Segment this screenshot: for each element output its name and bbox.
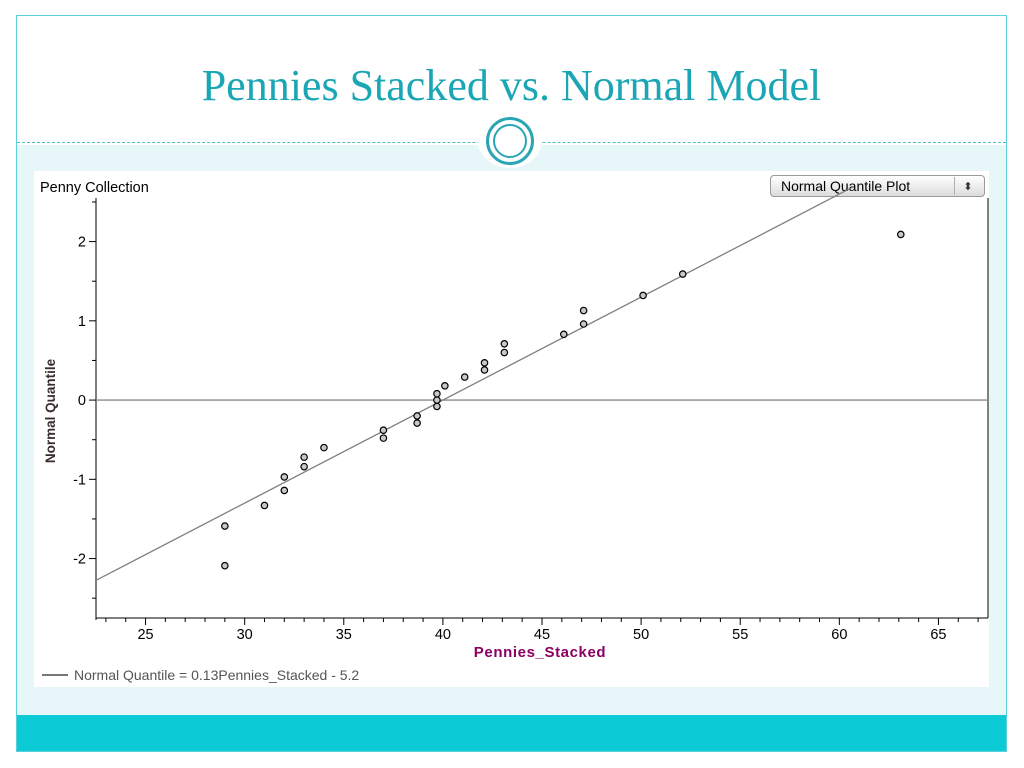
slide-title: Pennies Stacked vs. Normal Model bbox=[201, 61, 822, 110]
x-tick-label: 25 bbox=[137, 627, 153, 643]
fit-legend: Normal Quantile = 0.13Pennies_Stacked - … bbox=[42, 667, 359, 683]
x-tick-label: 35 bbox=[336, 627, 352, 643]
data-point bbox=[221, 522, 229, 530]
data-point bbox=[300, 453, 308, 461]
x-tick-label: 50 bbox=[633, 627, 649, 643]
data-point bbox=[413, 412, 421, 420]
data-point bbox=[433, 389, 441, 398]
footer-bar bbox=[17, 715, 1006, 751]
fit-line bbox=[96, 188, 853, 581]
plot-type-label: Normal Quantile Plot bbox=[781, 178, 911, 194]
data-point bbox=[579, 320, 588, 328]
y-tick-label: -2 bbox=[73, 552, 86, 568]
data-point bbox=[460, 373, 469, 381]
data-point bbox=[413, 419, 421, 427]
data-point bbox=[280, 473, 289, 481]
axes-layer: 25 30 35 40 45 50 55 60 65 -2 -1 0 1 2 Pennies_Stacked… bbox=[43, 198, 989, 661]
x-tick-label: 30 bbox=[237, 627, 253, 643]
data-point bbox=[379, 426, 388, 434]
plot-panel bbox=[34, 171, 989, 687]
data-point bbox=[500, 340, 509, 348]
y-tick-label: -1 bbox=[73, 472, 86, 488]
y-axis-title: Normal Quantile bbox=[43, 358, 58, 463]
data-point bbox=[441, 382, 449, 390]
data-point bbox=[433, 402, 441, 411]
y-tick-label: 0 bbox=[78, 393, 86, 409]
data-point bbox=[280, 486, 289, 495]
data-point bbox=[896, 230, 905, 239]
x-tick-label: 55 bbox=[732, 627, 748, 643]
plot-type-select[interactable]: Normal Quantile Plot ⬍ bbox=[770, 175, 985, 197]
up-down-arrows-icon[interactable]: ⬍ bbox=[954, 177, 981, 195]
data-point bbox=[379, 434, 388, 442]
x-axis-title: Pennies_Stacked bbox=[474, 644, 606, 661]
data-point bbox=[260, 501, 269, 510]
data-point bbox=[560, 330, 568, 339]
data-point bbox=[639, 291, 647, 300]
x-tick-label: 40 bbox=[435, 627, 451, 643]
data-point bbox=[480, 366, 489, 374]
lines-layer bbox=[96, 188, 988, 581]
data-point bbox=[320, 443, 328, 452]
points-layer bbox=[221, 230, 905, 570]
y-tick-label: 2 bbox=[78, 235, 86, 251]
fit-line-swatch-icon bbox=[42, 674, 68, 676]
decorative-inner-circle-icon bbox=[493, 124, 527, 158]
data-point bbox=[433, 396, 441, 404]
data-point bbox=[221, 561, 229, 570]
data-point bbox=[579, 306, 588, 315]
y-tick-label: 1 bbox=[78, 314, 86, 330]
data-point bbox=[480, 359, 489, 367]
x-tick-label: 45 bbox=[534, 627, 550, 643]
x-tick-label: 65 bbox=[930, 627, 946, 643]
collection-label: Penny Collection bbox=[40, 180, 149, 196]
x-tick-label: 60 bbox=[831, 627, 847, 643]
data-point bbox=[500, 348, 509, 357]
data-point bbox=[678, 270, 687, 278]
fit-equation: Normal Quantile = 0.13Pennies_Stacked - … bbox=[74, 667, 360, 683]
data-point bbox=[300, 462, 308, 471]
